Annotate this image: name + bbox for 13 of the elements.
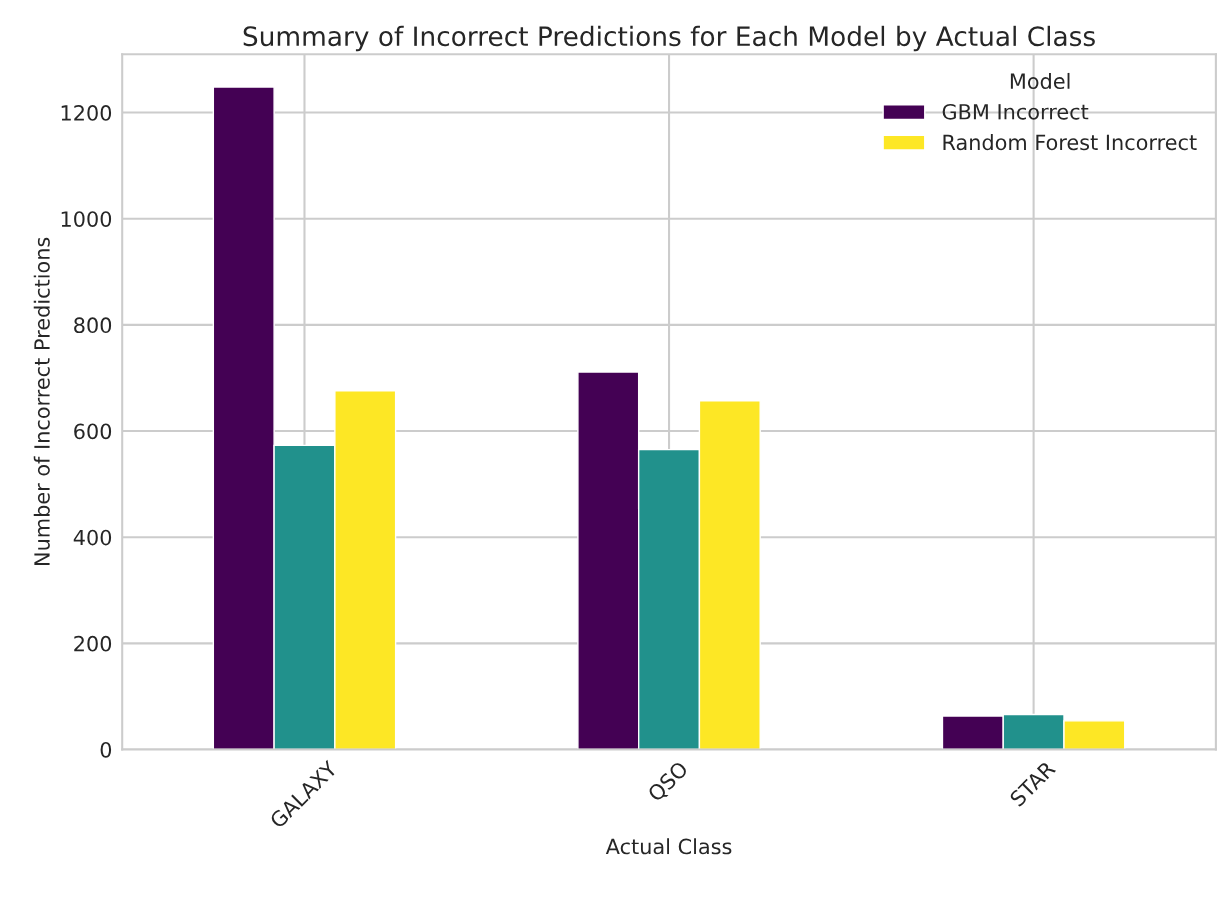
legend-title: Model xyxy=(1010,72,1070,90)
y-tick-label: 400 xyxy=(73,529,112,546)
y-tick-label: 1000 xyxy=(61,211,112,227)
y-tick-label: 800 xyxy=(74,317,112,334)
y-axis-title: Number of Incorrect Predictions xyxy=(33,237,50,565)
y-tick-label: 200 xyxy=(74,635,112,652)
x-axis-title: Actual Class xyxy=(605,838,732,855)
chart-title: Summary of Incorrect Predictions for Each Model by Actual Class xyxy=(243,25,1095,52)
y-tick-label: 0 xyxy=(100,741,112,758)
y-tick-label: 1200 xyxy=(61,105,112,121)
y-tick-label: 600 xyxy=(74,423,112,440)
legend-label: GBM Incorrect xyxy=(942,103,1089,120)
legend-label: Random Forest Incorrect xyxy=(943,134,1197,151)
